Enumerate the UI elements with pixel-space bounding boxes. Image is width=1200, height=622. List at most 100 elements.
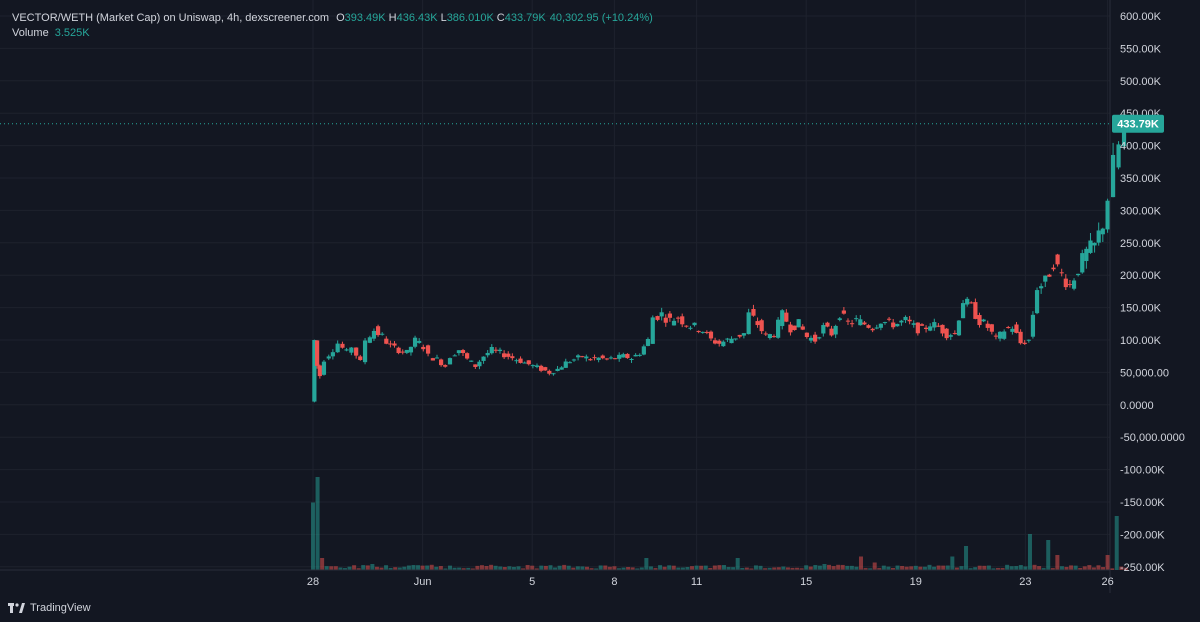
candle-body	[1055, 254, 1060, 265]
volume-bar	[753, 565, 758, 570]
volume-bar	[397, 567, 402, 570]
volume-bar	[872, 562, 877, 570]
volume-bar	[393, 567, 398, 570]
candle-body	[641, 346, 646, 355]
candle-body	[452, 355, 457, 357]
volume-bar	[680, 567, 685, 570]
candle-body	[326, 356, 331, 359]
candle-body	[845, 320, 851, 322]
volume-bar	[708, 567, 713, 570]
volume-bar	[598, 565, 603, 570]
candle-body	[712, 340, 718, 344]
x-tick-label: 11	[691, 576, 702, 588]
volume-bar	[699, 565, 704, 570]
volume-bar	[402, 566, 407, 570]
volume-bar	[932, 566, 937, 570]
candle-body	[767, 334, 772, 339]
volume-bar	[662, 566, 667, 570]
volume-bar	[1105, 555, 1110, 570]
candle-body	[915, 322, 920, 334]
volume-bar	[813, 564, 818, 570]
candle-body	[800, 326, 805, 330]
candle-body	[737, 334, 742, 337]
volume-bar	[438, 566, 443, 570]
candle-body	[956, 320, 962, 336]
y-tick-label: 550.00K	[1120, 43, 1162, 55]
candle-body	[928, 326, 933, 331]
candle-body	[367, 337, 372, 343]
volume-bar	[1037, 566, 1042, 570]
candle-body	[854, 318, 859, 320]
candle-body	[434, 357, 440, 359]
volume-bar	[1078, 567, 1083, 570]
candle-body	[895, 323, 900, 327]
candle-body	[659, 312, 664, 317]
symbol-title[interactable]: VECTOR/WETH (Market Cap) on Uniswap, 4h,…	[12, 12, 330, 24]
candle-body	[349, 347, 354, 353]
candle-body	[1026, 339, 1031, 341]
volume-bar	[548, 565, 553, 570]
volume-bar	[589, 568, 594, 570]
volume-bar	[644, 558, 649, 570]
low-value: 386.010K	[446, 12, 494, 24]
volume-bar	[511, 566, 516, 570]
volume-bar	[922, 566, 927, 570]
candle-body	[330, 352, 335, 357]
volume-bar	[1055, 555, 1060, 570]
candle-body	[344, 349, 349, 351]
candle-body	[741, 333, 746, 336]
candle-body	[817, 337, 822, 339]
candle-body	[1039, 286, 1044, 289]
candle-body	[625, 353, 630, 359]
volume-bar	[1087, 565, 1092, 570]
candle-body	[530, 365, 535, 367]
chart-footer: TradingView	[0, 593, 1200, 622]
candle-body	[518, 358, 523, 363]
volume-bar	[374, 566, 379, 570]
candle-body	[981, 319, 986, 322]
candle-body	[763, 333, 768, 335]
volume-bar	[324, 566, 329, 570]
volume-bar	[854, 566, 859, 570]
volume-bar	[553, 567, 558, 570]
price-axis[interactable]: 600.00K550.00K500.00K450.00K400.00K350.0…	[1120, 11, 1185, 574]
volume-bar	[1123, 567, 1128, 570]
candle-body	[1047, 274, 1052, 277]
candle-body	[804, 332, 809, 338]
candle-body	[655, 316, 660, 320]
volume-bar	[667, 565, 672, 570]
volume-bar	[996, 568, 1000, 570]
volume-bar	[416, 565, 421, 570]
candle-body	[1088, 240, 1093, 253]
volume-bar	[799, 568, 804, 570]
candle-body	[371, 330, 377, 339]
volume-bar	[740, 567, 745, 570]
candle-body	[571, 359, 577, 361]
volume-bar	[945, 565, 950, 570]
x-tick-label: 15	[800, 576, 812, 588]
close-value: 433.79K	[504, 12, 546, 24]
candle-body	[936, 325, 941, 327]
candle-body	[858, 319, 863, 326]
candle-body	[358, 356, 363, 360]
volume-bar	[635, 568, 640, 570]
volume-label[interactable]: Volume	[12, 27, 49, 39]
candle-body	[425, 345, 431, 354]
tradingview-logo[interactable]: TradingView	[8, 602, 91, 614]
volume-bar	[658, 565, 663, 570]
volume-bar	[365, 565, 370, 570]
candle-body	[684, 325, 689, 327]
volume-bar	[886, 566, 891, 570]
volume-bar	[411, 564, 416, 570]
y-tick-label: -100.00K	[1120, 465, 1165, 477]
candle-body	[645, 338, 651, 346]
volume-bar	[575, 566, 580, 570]
volume-bar	[557, 565, 562, 570]
volume-bar	[950, 556, 955, 570]
volume-bar	[1073, 565, 1078, 570]
candle-body	[600, 355, 605, 359]
candle-body	[1006, 327, 1011, 329]
time-axis[interactable]: 28Jun581115192326Jul	[0, 0, 1200, 593]
volume-bar	[603, 565, 608, 570]
